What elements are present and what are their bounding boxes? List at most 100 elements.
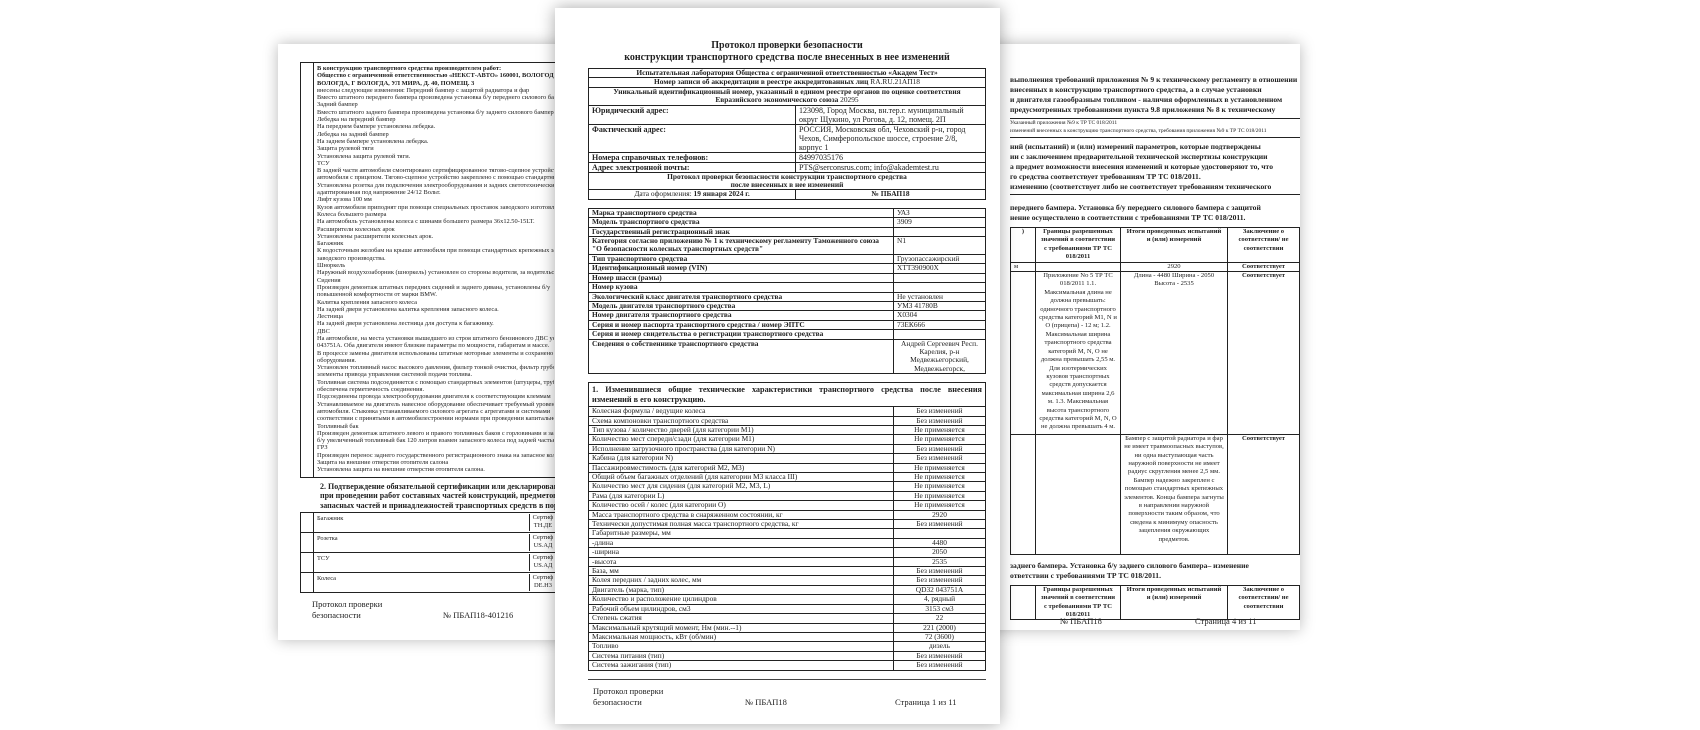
heading-line: В конструкцию транспортного средства про… — [317, 65, 502, 72]
text-line: ТСУ — [317, 159, 330, 167]
text-line: Произведен демонтаж штатного левого и пр… — [317, 429, 554, 437]
info-row: Юридический адрес: 123098, Город Москва, … — [588, 104, 986, 125]
left-content: В конструкцию транспортного средства про… — [300, 62, 838, 625]
text-line: Лестница — [317, 313, 344, 321]
requirements-intro: выполнения требований приложения № 9 к т… — [1010, 75, 1300, 115]
changes-text: В конструкцию транспортного средства про… — [317, 65, 554, 474]
text-line: а предмет возможности внесения изменений… — [1010, 162, 1273, 171]
changes-frame: В конструкцию транспортного средства про… — [300, 62, 838, 478]
text-line: элементы привода управления системой под… — [317, 371, 473, 379]
text-line: Установлены расширители колесных арок. — [317, 232, 434, 240]
text-line: автомобиля с прицепом. Тягово-сцепное ус… — [317, 174, 554, 182]
heading-line: ВОЛОГДА, Г ВОЛОГДА, УЛ МИРА, Д. 40, ПОМЕ… — [317, 79, 475, 87]
cert-ref: Сертиф — [532, 574, 554, 582]
spec-row: Колея передних / задних колес, мм Без изм… — [588, 575, 986, 586]
left-footer: Протокол проверки безопасности № ПБАП18-4… — [300, 599, 838, 625]
text-line: 2. Подтверждение обязательной сертификац… — [320, 481, 555, 491]
text-line: Задний бампер — [317, 101, 358, 109]
cert-ref: ТН.ДЕ — [533, 521, 553, 529]
text-line: соответствии с принятыми в автомобилестр… — [317, 415, 554, 423]
left-footer-number: № ПБАП18-401216 — [443, 610, 514, 621]
text-line: Установлена розетка для подключения элек… — [317, 181, 554, 189]
text-line: В процессе замены двигателя использованы… — [317, 349, 554, 357]
cert-item: ТСУ — [317, 555, 330, 563]
text-line: Топливный бак — [317, 422, 359, 430]
text-line: Защита рулевой тяги — [317, 145, 374, 153]
cert-ref: Сертиф — [532, 514, 554, 522]
text-line: ии с заключением предварительной техниче… — [1010, 152, 1268, 161]
text-line: выполнения требований приложения № 9 к т… — [1010, 75, 1298, 84]
text-line: изменений внесенных в конструкцию трансп… — [1010, 128, 1267, 134]
main-content: Протокол проверки безопасности конструкци… — [588, 40, 986, 712]
front-bumper-heading: переднего бампера. Установка б/у передне… — [1010, 203, 1300, 223]
text-line: обеспечена герметичность соединения. — [317, 386, 425, 394]
text-line: Лифт кузова 100 мм — [317, 196, 372, 204]
text-line: В задней части автомобиля смонтировано с… — [317, 167, 554, 175]
text-line: Указанный приложения №9 к ТР ТС 018/2011 — [1010, 120, 1118, 126]
left-footer-title: Протокол проверки безопасности — [312, 599, 383, 621]
protocol-title: Протокол проверки безопасности конструкци… — [624, 40, 950, 63]
text-line: го средства соответствует требованиям ТР… — [1010, 172, 1201, 181]
vehicle-table: Марка транспортного средства УАЗ Модель тр… — [588, 207, 986, 375]
text-line: Подсоединены провода электрооборудования… — [317, 393, 551, 401]
text-line: Колеса большего размера — [317, 210, 387, 218]
vehicle-row: Идентификационный номер (VIN) XTT390900X — [588, 263, 986, 274]
vehicle-row: Номер двигателя транспортного средства X0… — [588, 310, 986, 321]
text-line: и двигателя газообразным топливом - нали… — [1010, 95, 1283, 104]
text-line: ГРЗ — [317, 444, 328, 452]
text-line: На автомобиле, на места установки вышедш… — [317, 334, 554, 342]
text-line: Устанавливаемое на двигатель навесное об… — [317, 400, 554, 408]
text-line: адаптированная под напряжение 24/12 Воль… — [317, 189, 441, 197]
center-footer-title: Протокол проверки безопасности — [593, 685, 664, 707]
text-line: Установлен топливный насос высокого давл… — [317, 364, 554, 372]
text-line: переднего бампера. Установка б/у передне… — [1010, 203, 1261, 212]
document-page-main: Протокол проверки безопасности конструкци… — [555, 8, 1000, 724]
text-line: На автомобиль установлены колеса с шинам… — [317, 218, 535, 226]
lab-info-table: Испытательная лаборатория Общества с огр… — [588, 67, 986, 200]
info-row: Адрес электронной почты: PTS@serconsrus.c… — [588, 161, 986, 173]
text-line: изменению (соответствует либо не соответ… — [1010, 182, 1272, 191]
spec-row: Количество и расположение цилиндров 4, ря… — [588, 594, 986, 605]
text-line: внесенных в конструкцию транспортного ср… — [1010, 85, 1262, 94]
text-line: автомобиля. Стыковка устанавливаемого си… — [317, 407, 551, 415]
text-line: нение осуществлено в соответствии с треб… — [1010, 213, 1246, 222]
rear-bumper-table: Границы разрешенных значений в соответст… — [1010, 584, 1300, 621]
spec-row: -ширина 2050 — [588, 547, 986, 558]
text-line: повышенной комфортности от марки BMW. — [317, 291, 437, 299]
spec-row: Максимальная мощность, кВт (об/мин) 72 (3… — [588, 631, 986, 643]
text-line: На заднем бампере установлена лебедка. — [317, 137, 429, 145]
text-line: запасных частей и принадлежностей трансп… — [320, 500, 555, 510]
cert-item: Розетка — [317, 535, 338, 543]
vehicle-row: Серия и номер свидетельства о регистраци… — [588, 329, 986, 340]
text-line: Топливная система подсоединяется с помощ… — [317, 378, 554, 386]
spec-row: Количество осей / колес (для категории О… — [588, 500, 986, 511]
rear-bumper-heading: заднего бампера. Установка б/у заднего с… — [1010, 561, 1300, 581]
text-line: заднего бампера. Установка б/у заднего с… — [1010, 560, 1249, 570]
spec-row: Технически допустимая полная масса транс… — [588, 519, 986, 530]
spec-row: Колесная формула / ведущие колеса Без изм… — [588, 406, 986, 417]
info-row: Фактический адрес: РОССИЯ, Московская обл… — [588, 123, 986, 153]
text-line: На переднем бампере установлена лебедка. — [317, 123, 436, 131]
cert-item: Колеса — [317, 575, 336, 583]
text-line: Сидения — [317, 276, 341, 284]
text-line: Шноркель — [317, 262, 346, 270]
subtitle: Протокол проверки безопасности конструкц… — [588, 171, 986, 191]
text-line: б/у увеличенный топливный бак 120 литров… — [317, 437, 554, 445]
text-line: Багажник — [317, 240, 344, 248]
vehicle-row: Номер кузова — [588, 282, 986, 293]
vehicle-row: Номер шасси (рамы) — [588, 272, 986, 284]
spec-row: Максимальный крутящий момент, Нм (мин.--… — [588, 622, 986, 633]
vehicle-row: Государственный регистрационный знак — [588, 226, 986, 238]
right-footer-number: № ПБАП18 — [1060, 616, 1102, 626]
right-content: выполнения требований приложения № 9 к т… — [1010, 75, 1300, 621]
text-line: Вместо штатного переднего бампера произв… — [317, 94, 554, 102]
spec-row: Количество мест для сидения (для категор… — [588, 481, 986, 492]
vehicle-row: Экологический класс двигателя транспортн… — [588, 291, 986, 302]
text-line: ДВС — [317, 327, 330, 335]
cert-ref: Сертиф — [532, 534, 554, 542]
text-line: внесены следующие изменения: Передний ба… — [317, 86, 530, 94]
text-line: заводского производства. — [317, 254, 386, 262]
cert-ref: Сертиф — [532, 554, 554, 562]
heading-line: Общество с ограниченной ответственностью… — [317, 72, 554, 80]
text-line: Наружный воздухозаборник (шноркель) уста… — [317, 269, 554, 277]
